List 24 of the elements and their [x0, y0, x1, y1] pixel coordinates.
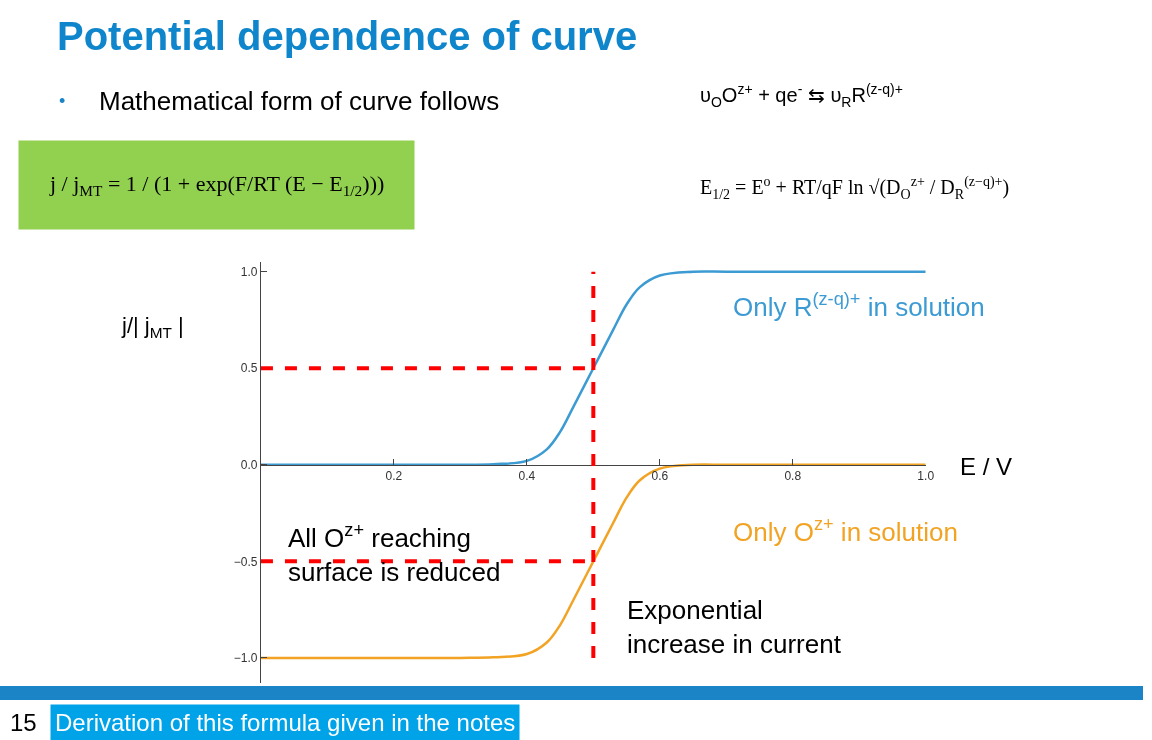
x-tick-label: 0.8: [784, 469, 802, 484]
y-tick-label: 0.0: [240, 457, 258, 472]
series-label: Only R$^{(z-q)+}$ in solution: [733, 289, 985, 322]
text: υ$_{O}$O$^{z+}$ + qe$^{-}$ ⇆ υ$_{R}$R$^{(z-q)+}$: [700, 81, 903, 110]
x-tick-label: 1.0: [917, 469, 935, 484]
x-tick-label: 0.2: [385, 469, 403, 484]
text: Mathematical form of curve follows: [99, 86, 500, 116]
text: E$_{1/2}$ = E$^{o}$ + RT/qF ln √(D$_{O}$$^{z+}$ / D$_{R}$$^{(z−q)+}$): [700, 174, 1010, 202]
y-tick-label: −1.0: [233, 651, 258, 666]
y-tick-label: −0.5: [233, 554, 258, 569]
y-tick-label: 0.5: [240, 361, 258, 376]
annotation: All O$^{z+}$ reaching surface is reduced: [288, 520, 501, 587]
x-tick-label: 0.4: [518, 469, 536, 484]
text: j / j$_{MT}$ = 1 / (1 + exp(F/RT (E − E$_{1/2}$))): [49, 171, 385, 199]
y-tick-label: 1.0: [240, 264, 258, 279]
series-label: Only O$^{z+}$ in solution: [733, 514, 958, 547]
text: Derivation of this formula given in the notes: [55, 709, 516, 736]
annotation: Exponential increase in current: [627, 595, 842, 659]
x-axis-title: E / V: [960, 453, 1013, 480]
text: •: [59, 91, 66, 111]
y-axis-title: j/| j$_{MT}$ |: [121, 313, 184, 341]
x-tick-label: 0.6: [651, 469, 669, 484]
text: 15: [10, 709, 37, 736]
chart-title: Potential dependence of curve: [57, 14, 638, 58]
